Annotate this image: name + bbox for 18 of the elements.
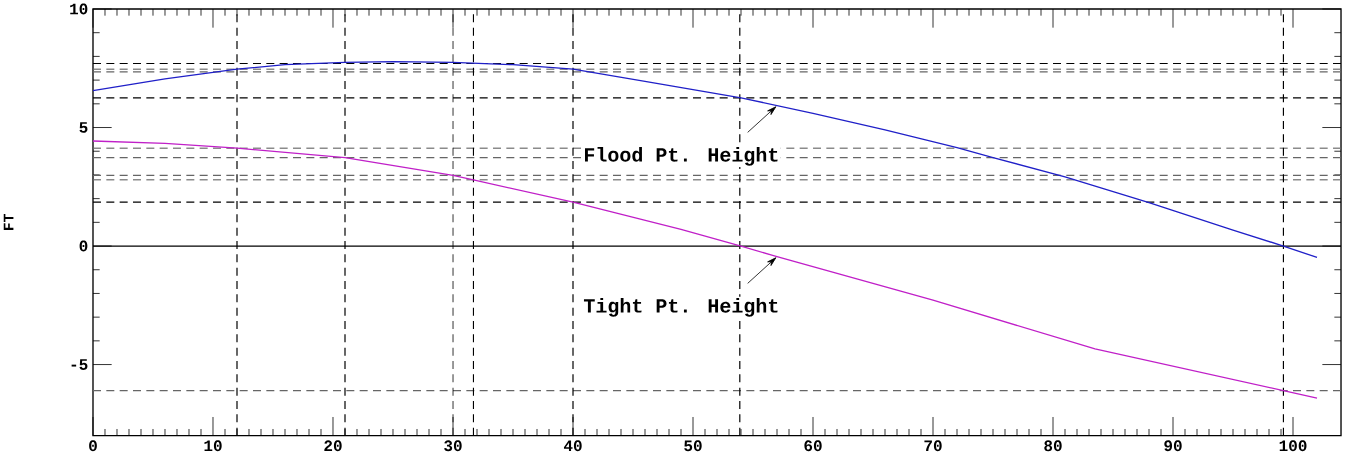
x-tick-label: 10 — [204, 440, 222, 452]
x-tick-label: 90 — [1164, 440, 1182, 452]
x-tick-label: 70 — [924, 440, 942, 452]
y-tick-label: 0 — [79, 240, 88, 252]
x-tick-label: 60 — [804, 440, 822, 452]
x-tick-label: 20 — [324, 440, 342, 452]
y-axis-title: FT — [3, 213, 14, 230]
x-tick-label: 40 — [563, 440, 582, 452]
annotation: Tight Pt. Height — [583, 298, 778, 317]
annotation: Flood Pt. Height — [585, 147, 778, 166]
x-tick-label: 100 — [1279, 440, 1307, 452]
x-tick-label: 0 — [89, 440, 97, 452]
x-tick-label: 80 — [1044, 440, 1062, 452]
x-tick-label: 30 — [444, 440, 462, 452]
x-tick-label: 50 — [684, 440, 702, 452]
y-tick-label: -5 — [71, 359, 88, 370]
y-tick-label: 5 — [79, 122, 88, 133]
y-tick-label: 10 — [70, 3, 88, 15]
